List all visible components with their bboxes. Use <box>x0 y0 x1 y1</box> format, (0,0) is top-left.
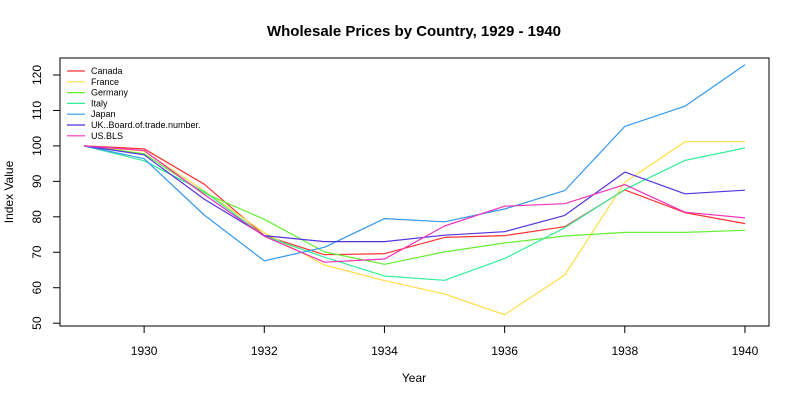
legend-label-canada: Canada <box>91 66 123 76</box>
x-tick-label: 1936 <box>491 344 518 358</box>
y-tick-label: 100 <box>30 136 44 156</box>
series-line-germany <box>83 145 746 265</box>
chart-title: Wholesale Prices by Country, 1929 - 1940 <box>267 23 561 40</box>
x-tick-label: 1938 <box>611 344 638 358</box>
plot-frame <box>59 57 770 327</box>
x-axis-label: Year <box>402 371 426 385</box>
y-tick-label: 50 <box>30 316 44 330</box>
y-tick-label: 60 <box>30 281 44 295</box>
series-lines <box>83 64 746 316</box>
y-tick-label: 70 <box>30 245 44 259</box>
y-axis-label: Index Value <box>2 160 16 223</box>
series-line-france <box>83 141 745 316</box>
legend: CanadaFranceGermanyItalyJapanUK..Board.o… <box>67 66 201 141</box>
y-tick-label: 110 <box>30 101 44 120</box>
x-tick-label: 1934 <box>371 344 398 358</box>
y-tick-label: 120 <box>30 65 44 85</box>
series-line-us-bls <box>83 145 746 263</box>
y-tick-label: 90 <box>30 174 44 188</box>
x-tick-label: 1930 <box>131 344 158 358</box>
legend-label-italy: Italy <box>91 98 108 108</box>
series-line-canada <box>83 145 746 256</box>
series-line-uk-board-of-trade-number <box>83 145 746 243</box>
x-tick-label: 1932 <box>251 344 278 358</box>
x-tick-label: 1940 <box>732 344 759 358</box>
legend-label-uk-board-of-trade-number: UK..Board.of.trade.number. <box>91 120 201 130</box>
legend-label-japan: Japan <box>91 109 116 119</box>
y-axis: 50 60 70 80 90 100 110 120 <box>30 65 60 330</box>
y-tick-label: 80 <box>30 210 44 224</box>
x-axis: 1930 1932 1934 1936 1938 1940 <box>131 326 759 358</box>
legend-label-us-bls: US.BLS <box>91 131 123 141</box>
legend-label-germany: Germany <box>91 88 129 98</box>
series-line-italy <box>83 145 746 281</box>
legend-label-france: France <box>91 77 119 87</box>
series-line-japan <box>83 64 746 262</box>
